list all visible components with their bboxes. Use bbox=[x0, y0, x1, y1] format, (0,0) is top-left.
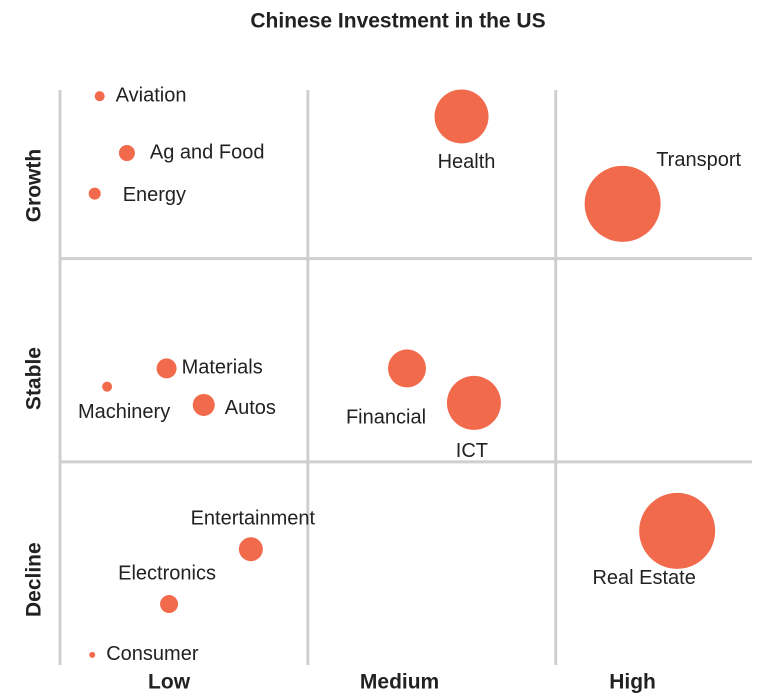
chart-title: Chinese Investment in the US bbox=[250, 10, 545, 33]
bubble-label: Ag and Food bbox=[150, 141, 265, 163]
bubble bbox=[88, 187, 101, 200]
bubble bbox=[446, 375, 501, 430]
bubble bbox=[118, 145, 135, 162]
bubble-label: Financial bbox=[346, 407, 426, 429]
bubble bbox=[639, 492, 716, 569]
bubble bbox=[388, 349, 426, 388]
x-tick-label: Low bbox=[148, 671, 191, 694]
bubble-label: Transport bbox=[656, 149, 741, 171]
bubble bbox=[89, 651, 96, 658]
bubble bbox=[192, 393, 215, 416]
y-tick-label: Decline bbox=[23, 542, 46, 617]
bubble-label: Energy bbox=[123, 184, 186, 206]
x-tick-label: High bbox=[609, 671, 656, 694]
bubble bbox=[156, 358, 177, 379]
bubble-label: Electronics bbox=[118, 562, 216, 584]
bubble bbox=[94, 91, 105, 102]
bubble-label: Autos bbox=[225, 397, 276, 419]
y-tick-label: Stable bbox=[23, 347, 46, 410]
bubble-label: Materials bbox=[182, 357, 263, 379]
bubble-label: Real Estate bbox=[592, 567, 695, 589]
bubble bbox=[584, 165, 661, 242]
bubble bbox=[160, 595, 179, 614]
x-tick-label: Medium bbox=[360, 671, 439, 694]
bubble-label: Machinery bbox=[78, 401, 170, 423]
bubble-label: Aviation bbox=[116, 84, 187, 106]
bubble bbox=[102, 381, 113, 392]
bubble-label: Health bbox=[438, 151, 496, 173]
bubble-label: Entertainment bbox=[191, 507, 316, 529]
y-tick-label: Growth bbox=[23, 149, 46, 223]
bubble bbox=[434, 89, 489, 144]
bubble-label: ICT bbox=[456, 440, 488, 462]
bubble bbox=[238, 537, 263, 562]
bubble-label: Consumer bbox=[106, 643, 199, 665]
